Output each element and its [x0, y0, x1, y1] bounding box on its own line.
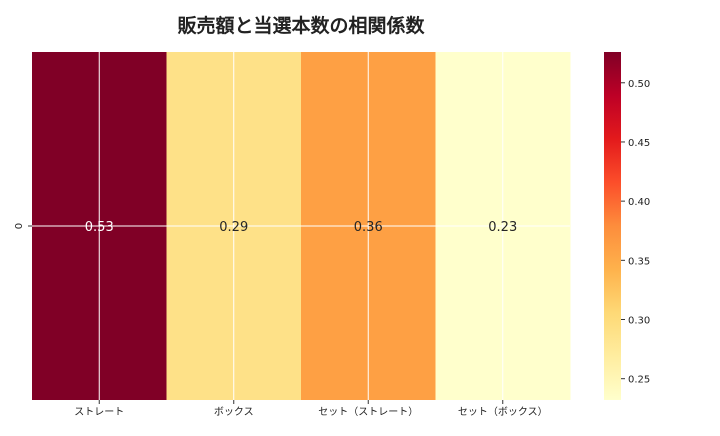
cell-value-label: 0.23: [488, 220, 517, 235]
x-tick-label: ストレート: [74, 407, 124, 418]
x-tick-label: ボックス: [214, 406, 254, 418]
cell-value-label: 0.53: [85, 220, 114, 235]
colorbar-tick-label: 0.35: [628, 256, 650, 267]
y-tick-label: 0: [14, 223, 25, 229]
cell-value-label: 0.36: [354, 220, 383, 235]
colorbar: [604, 52, 621, 400]
chart-title: 販売額と当選本数の相関係数: [177, 14, 425, 37]
colorbar-tick-label: 0.45: [628, 138, 650, 149]
colorbar-tick-label: 0.40: [628, 197, 650, 208]
x-tick-label: セット（ボックス）: [458, 406, 548, 418]
x-tick-label: セット（ストレート）: [318, 406, 418, 418]
cell-value-label: 0.29: [219, 220, 248, 235]
colorbar-tick-label: 0.30: [628, 316, 650, 327]
colorbar-tick-label: 0.25: [628, 375, 650, 386]
colorbar-tick-label: 0.50: [628, 79, 650, 90]
